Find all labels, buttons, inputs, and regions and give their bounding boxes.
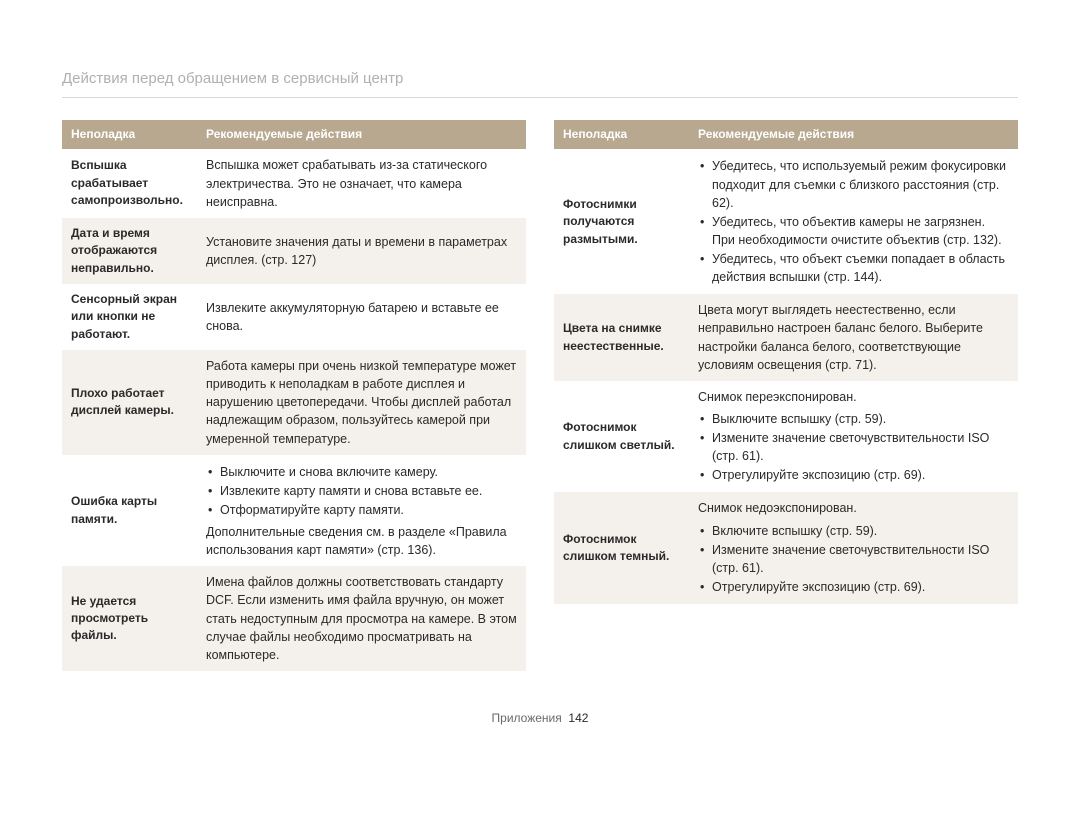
page-footer: Приложения 142 [62,711,1018,725]
table-row: Не удается просмотреть файлы. Имена файл… [62,566,526,671]
issue-cell: Плохо работает дисплей камеры. [62,350,197,455]
action-cell: Работа камеры при очень низкой температу… [197,350,526,455]
col-issue: Неполадка [62,120,197,149]
col-issue: Неполадка [554,120,689,149]
action-cell: Имена файлов должны соответствовать стан… [197,566,526,671]
action-cell: Выключите и снова включите камеру. Извле… [197,455,526,567]
action-item: Отрегулируйте экспозицию (стр. 69). [700,578,1009,596]
table-row: Фотоснимок слишком темный. Снимок недоэк… [554,492,1018,604]
table-row: Вспышка срабатывает самопроизвольно. Всп… [62,149,526,217]
page-title: Действия перед обращением в сервисный це… [62,70,1018,98]
issue-cell: Дата и время отображаются неправильно. [62,218,197,284]
issue-cell: Не удается просмотреть файлы. [62,566,197,671]
action-cell: Снимок недоэкспонирован. Включите вспышк… [689,492,1018,604]
right-column: Неполадка Рекомендуемые действия Фотосни… [554,120,1018,671]
issue-cell: Вспышка срабатывает самопроизвольно. [62,149,197,217]
action-cell: Цвета могут выглядеть неестественно, есл… [689,294,1018,381]
issue-cell: Фотоснимок слишком темный. [554,492,689,604]
action-lead: Снимок недоэкспонирован. [698,499,1009,517]
action-cell: Вспышка может срабатывать из-за статичес… [197,149,526,217]
action-list: Выключите и снова включите камеру. Извле… [206,463,517,519]
action-item: Включите вспышку (стр. 59). [700,522,1009,540]
table-row: Цвета на снимке неестественные. Цвета мо… [554,294,1018,381]
action-cell: Установите значения даты и времени в пар… [197,218,526,284]
table-header-row: Неполадка Рекомендуемые действия [554,120,1018,149]
left-column: Неполадка Рекомендуемые действия Вспышка… [62,120,526,671]
table-row: Фотоснимок слишком светлый. Снимок переэ… [554,381,1018,493]
action-item: Убедитесь, что используемый режим фокуси… [700,157,1009,211]
action-cell: Снимок переэкспонирован. Выключите вспыш… [689,381,1018,493]
action-item: Отрегулируйте экспозицию (стр. 69). [700,466,1009,484]
action-list: Выключите вспышку (стр. 59). Измените зн… [698,410,1009,485]
action-item: Выключите вспышку (стр. 59). [700,410,1009,428]
action-item: Убедитесь, что объект съемки попадает в … [700,250,1009,286]
action-list: Включите вспышку (стр. 59). Измените зна… [698,522,1009,597]
issue-cell: Цвета на снимке неестественные. [554,294,689,381]
action-item: Выключите и снова включите камеру. [208,463,517,481]
footer-page-number: 142 [568,711,588,725]
footer-section: Приложения [492,711,562,725]
table-row: Фотоснимки получаются размытыми. Убедите… [554,149,1018,294]
action-item: Убедитесь, что объектив камеры не загряз… [700,213,1009,249]
action-item: Извлеките карту памяти и снова вставьте … [208,482,517,500]
action-note: Дополнительные сведения см. в разделе «П… [206,523,517,559]
table-row: Дата и время отображаются неправильно. У… [62,218,526,284]
issue-cell: Фотоснимки получаются размытыми. [554,149,689,294]
troubleshoot-table-right: Неполадка Рекомендуемые действия Фотосни… [554,120,1018,604]
two-column-layout: Неполадка Рекомендуемые действия Вспышка… [62,120,1018,671]
action-cell: Извлеките аккумуляторную батарею и встав… [197,284,526,350]
issue-cell: Фотоснимок слишком светлый. [554,381,689,493]
table-row: Плохо работает дисплей камеры. Работа ка… [62,350,526,455]
table-header-row: Неполадка Рекомендуемые действия [62,120,526,149]
action-cell: Убедитесь, что используемый режим фокуси… [689,149,1018,294]
troubleshoot-table-left: Неполадка Рекомендуемые действия Вспышка… [62,120,526,671]
table-row: Сенсорный экран или кнопки не работают. … [62,284,526,350]
action-item: Измените значение светочувствительности … [700,541,1009,577]
action-item: Измените значение светочувствительности … [700,429,1009,465]
action-lead: Снимок переэкспонирован. [698,388,1009,406]
col-action: Рекомендуемые действия [197,120,526,149]
issue-cell: Сенсорный экран или кнопки не работают. [62,284,197,350]
table-row: Ошибка карты памяти. Выключите и снова в… [62,455,526,567]
action-item: Отформатируйте карту памяти. [208,501,517,519]
action-list: Убедитесь, что используемый режим фокуси… [698,157,1009,286]
col-action: Рекомендуемые действия [689,120,1018,149]
issue-cell: Ошибка карты памяти. [62,455,197,567]
page-content: Действия перед обращением в сервисный це… [0,0,1080,745]
